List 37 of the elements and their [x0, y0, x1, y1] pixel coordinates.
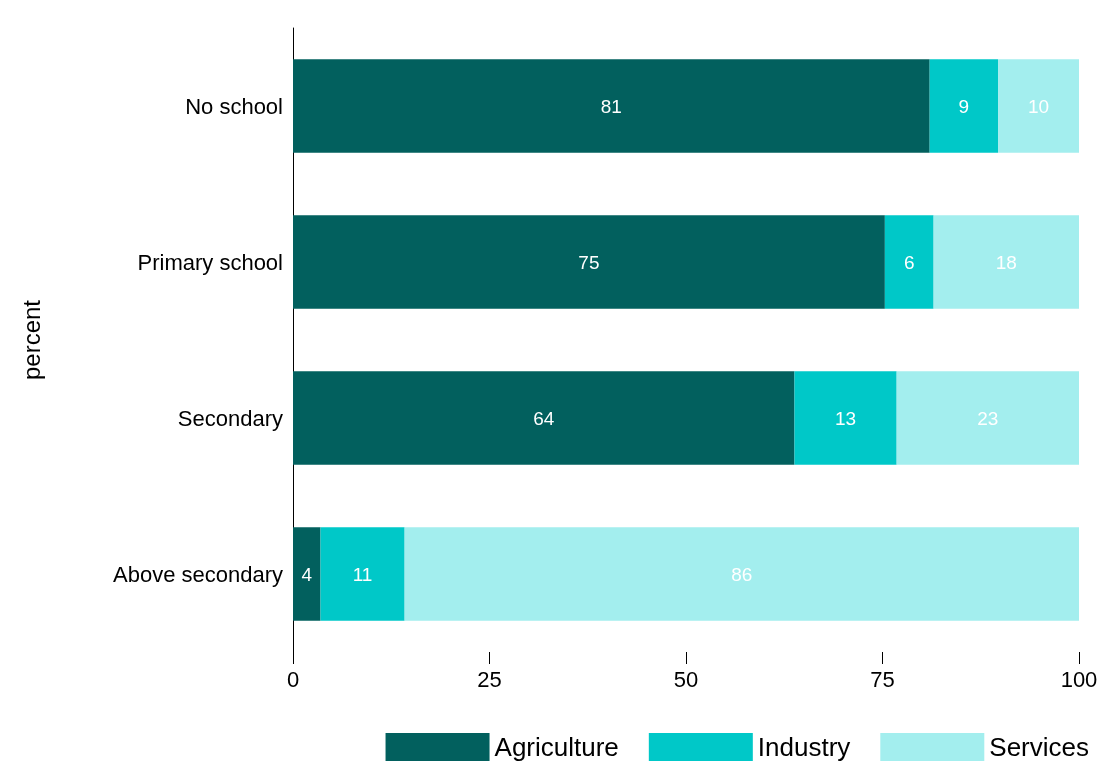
- bar: [404, 527, 1079, 621]
- data-label: 11: [352, 563, 373, 585]
- bar: [929, 59, 999, 153]
- data-label: 4: [301, 563, 313, 585]
- bar: [293, 527, 321, 621]
- data-label: 64: [533, 407, 555, 429]
- legend-label: Agriculture: [494, 732, 619, 762]
- bar: [998, 59, 1079, 153]
- data-label: 81: [600, 95, 622, 117]
- bar: [293, 59, 930, 153]
- data-label: 18: [995, 251, 1017, 273]
- bar: [794, 371, 897, 465]
- data-label: 6: [903, 251, 915, 273]
- y-tick-label: Above secondary: [113, 561, 283, 587]
- x-tick-label: 50: [673, 666, 699, 692]
- data-label: 23: [977, 407, 999, 429]
- x-tick-label: 25: [477, 666, 502, 692]
- bar: [293, 215, 885, 309]
- data-label: 9: [958, 95, 970, 117]
- y-tick-label: Primary school: [137, 249, 283, 275]
- y-tick-label: No school: [185, 93, 283, 119]
- bar: [933, 215, 1079, 309]
- y-tick-label: Secondary: [177, 405, 283, 431]
- data-label: 13: [834, 407, 857, 429]
- data-label: 10: [1027, 95, 1050, 117]
- y-axis-title: percent: [17, 299, 45, 381]
- data-label: 75: [578, 251, 600, 273]
- data-label: 86: [731, 563, 753, 585]
- x-tick-label: 100: [1060, 666, 1098, 692]
- legend-label: Services: [989, 732, 1090, 762]
- bar: [896, 371, 1079, 465]
- bar: [293, 371, 795, 465]
- bar: [320, 527, 405, 621]
- x-tick-label: 0: [286, 666, 300, 692]
- bar: [884, 215, 934, 309]
- legend-label: Industry: [757, 732, 851, 762]
- x-tick-label: 75: [870, 666, 895, 692]
